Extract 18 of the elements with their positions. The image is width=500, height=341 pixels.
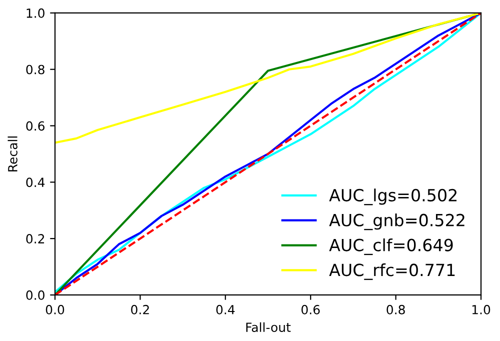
y-tick-label: 0.6 <box>26 121 44 131</box>
x-tick-label: 1.0 <box>472 304 490 314</box>
legend-label: AUC_lgs=0.502 <box>329 188 456 206</box>
legend-label: AUC_rfc=0.771 <box>329 263 455 280</box>
y-tick-label: 1.0 <box>26 8 44 18</box>
y-tick-label: 0.8 <box>26 64 44 74</box>
y-axis-title: Recall <box>8 136 18 172</box>
x-tick-label: 0.2 <box>131 304 149 314</box>
legend-label: AUC_clf=0.649 <box>329 238 453 256</box>
legend-label: AUC_gnb=0.522 <box>329 214 464 230</box>
x-tick-label: 0.0 <box>46 304 64 314</box>
y-tick-label: 0.4 <box>26 178 45 188</box>
x-tick-label: 0.6 <box>301 304 320 314</box>
y-tick-label: 0.0 <box>26 290 44 300</box>
x-axis-title: Fall-out <box>246 322 291 332</box>
x-tick-label: 0.8 <box>386 304 405 314</box>
x-tick-label: 0.4 <box>216 304 235 314</box>
y-tick-label: 0.2 <box>26 234 44 244</box>
